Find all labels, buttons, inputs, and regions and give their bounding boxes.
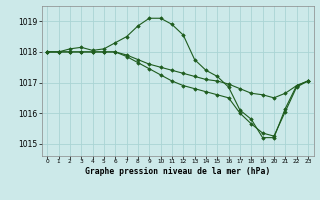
X-axis label: Graphe pression niveau de la mer (hPa): Graphe pression niveau de la mer (hPa): [85, 167, 270, 176]
